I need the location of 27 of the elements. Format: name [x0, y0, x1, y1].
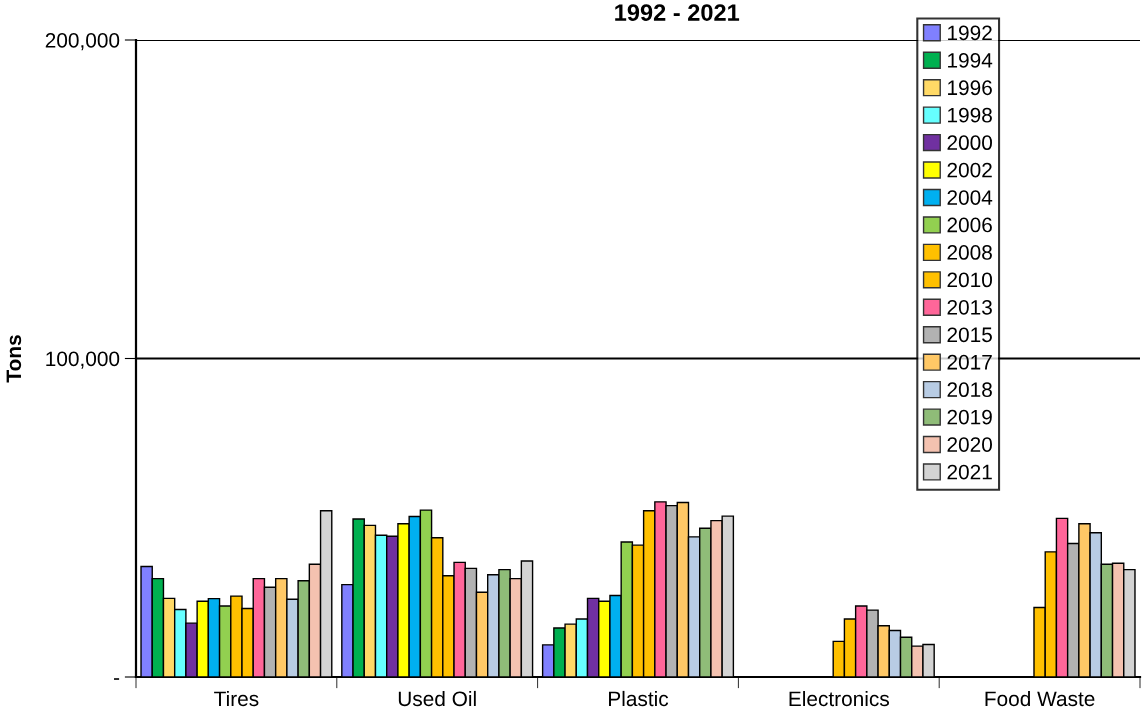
- y-tick-label: 100,000: [46, 351, 120, 369]
- legend-label: 2010: [947, 272, 992, 288]
- legend-label: 2013: [947, 299, 992, 315]
- x-tick-label: Electronics: [789, 690, 889, 707]
- legend-label: 2021: [947, 464, 992, 480]
- x-tick-label: Tires: [214, 690, 259, 707]
- x-tick-label: Plastic: [609, 690, 669, 707]
- chart-title: 1992 - 2021: [615, 4, 740, 21]
- legend-label: 2015: [947, 327, 992, 343]
- y-axis-title: Tons: [6, 335, 22, 383]
- legend-label: 1996: [948, 80, 992, 96]
- legend-label: 2018: [947, 382, 992, 398]
- x-tick-label: Used Oil: [398, 690, 476, 707]
- legend-label: 2019: [947, 409, 992, 425]
- legend-label: 1994: [948, 52, 993, 68]
- legend-label: 2006: [947, 217, 992, 233]
- y-tick-label: 200,000: [45, 33, 120, 51]
- legend-label: 2017: [947, 354, 992, 370]
- legend-label: 1998: [948, 107, 992, 123]
- legend-label: 2000: [947, 135, 992, 151]
- legend-label: 2020: [947, 437, 992, 452]
- x-tick-label: Food Waste: [985, 690, 1095, 707]
- y-tick-label: -: [114, 678, 120, 680]
- legend-label: 1992: [948, 25, 992, 41]
- legend-label: 2004: [947, 190, 993, 205]
- legend-label: 2002: [947, 162, 992, 178]
- legend-label: 2008: [947, 245, 992, 260]
